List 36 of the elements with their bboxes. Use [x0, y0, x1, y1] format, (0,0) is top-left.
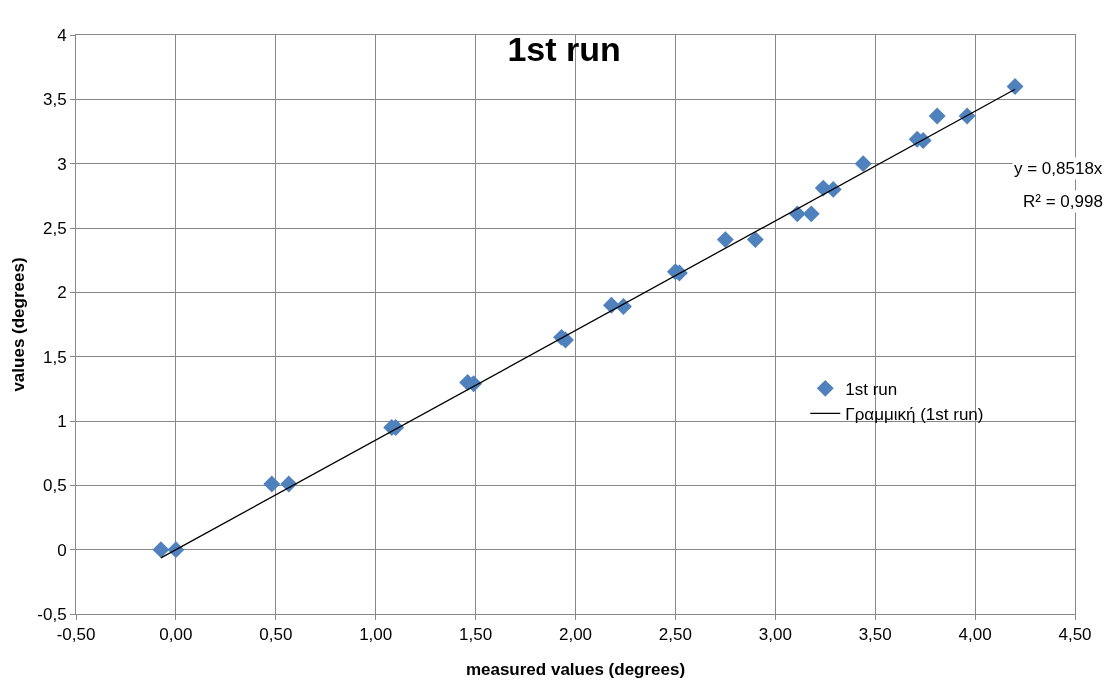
y-tick-label: -0,5 — [37, 604, 67, 624]
y-tick-label: 1,5 — [42, 347, 67, 367]
x-tick-label: -0,50 — [56, 625, 96, 645]
x-tick-label: 0,00 — [159, 625, 193, 645]
legend-label: 1st run — [845, 380, 898, 399]
y-tick-label: 2,5 — [42, 218, 67, 238]
point — [802, 205, 820, 223]
y-tick-label: 4 — [57, 25, 67, 45]
x-axis-title: measured values (degrees) — [465, 660, 686, 679]
point — [854, 155, 872, 173]
legend-label: Γραμμική (1st run) — [845, 405, 984, 425]
x-tick-label: 1,00 — [359, 625, 393, 645]
y-tick-label: 0 — [57, 540, 67, 560]
x-tick-label: 4,50 — [1058, 625, 1092, 645]
y-tick-label: 1 — [57, 411, 67, 431]
y-axis-title: values (degrees) — [8, 257, 28, 392]
y-tick-label: 3,5 — [42, 90, 67, 110]
annotation: R² = 0,998 — [1023, 192, 1103, 211]
point — [152, 541, 170, 559]
annotation: y = 0,8518x — [1014, 159, 1103, 178]
x-tick-label: 3,50 — [858, 625, 892, 645]
x-tick-label: 1,50 — [459, 625, 493, 645]
x-tick-label: 0,50 — [259, 625, 293, 645]
x-tick-label: 2,00 — [558, 625, 593, 645]
chart-title: 1st run — [507, 30, 621, 69]
y-tick-label: 2 — [57, 283, 67, 303]
point — [928, 107, 946, 125]
y-tick-label: 3 — [57, 154, 67, 174]
x-tick-label: 2,50 — [658, 625, 692, 645]
point — [1006, 78, 1024, 95]
x-tick-label: 4,00 — [958, 625, 992, 645]
y-tick-label: 0,5 — [42, 476, 67, 496]
point — [263, 475, 281, 493]
x-tick-label: 3,00 — [758, 625, 792, 645]
point — [746, 231, 764, 249]
point — [716, 231, 734, 249]
